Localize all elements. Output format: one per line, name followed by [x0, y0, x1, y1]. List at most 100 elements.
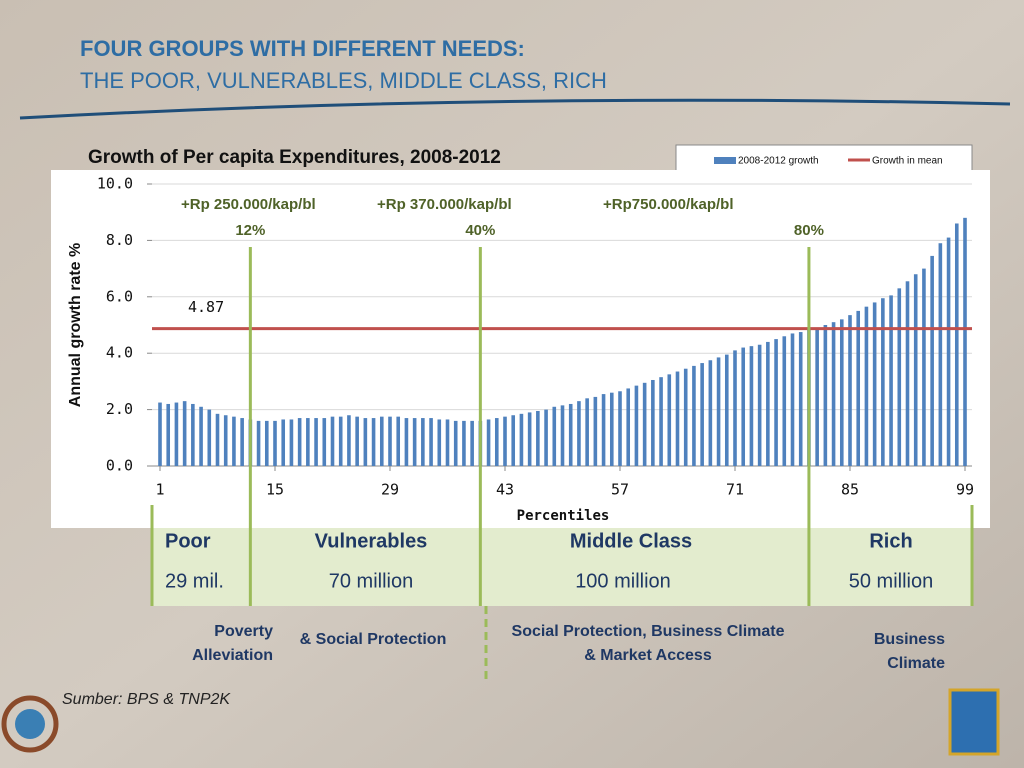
x-tick-label: 15 — [266, 481, 284, 499]
x-tick-label: 57 — [611, 481, 629, 499]
bar — [872, 302, 877, 466]
bar — [223, 415, 228, 466]
bar — [199, 406, 203, 466]
bar — [659, 377, 663, 466]
bar — [667, 374, 672, 466]
bar — [757, 344, 762, 466]
group-name: Middle Class — [570, 530, 692, 552]
bar — [741, 347, 746, 466]
bar — [511, 415, 516, 466]
bar — [388, 416, 392, 466]
bar — [831, 322, 836, 466]
bar — [486, 419, 491, 466]
bar — [881, 298, 885, 466]
bar — [379, 416, 384, 466]
bar — [856, 310, 861, 466]
bar — [396, 416, 401, 466]
bar — [519, 413, 524, 466]
bar — [724, 354, 729, 466]
bar — [922, 268, 926, 466]
x-tick-label: 99 — [956, 481, 974, 499]
bar — [790, 333, 795, 466]
slide-subtitle: THE POOR, VULNERABLES, MIDDLE CLASS, RIC… — [80, 68, 607, 93]
bar — [347, 415, 351, 466]
group-name: Rich — [869, 530, 912, 552]
bar — [634, 385, 639, 466]
bar — [774, 339, 778, 466]
bar — [322, 418, 327, 466]
bar — [938, 243, 943, 466]
bar — [946, 237, 951, 466]
bar — [782, 336, 787, 466]
bar — [404, 418, 409, 466]
marker-amount: +Rp 250.000/kap/bl — [181, 196, 316, 213]
bar — [453, 420, 458, 466]
policy-text: Alleviation — [192, 647, 273, 664]
legend-label: Growth in mean — [872, 156, 943, 167]
bar — [651, 379, 655, 466]
legend-label: 2008-2012 growth — [738, 156, 819, 167]
bar — [421, 418, 425, 466]
bar — [815, 327, 819, 466]
mean-label: 4.87 — [188, 298, 224, 316]
bar — [273, 420, 277, 466]
bar — [240, 418, 244, 466]
bar — [692, 365, 696, 466]
bar — [256, 420, 261, 466]
policy-text: Climate — [887, 655, 945, 672]
groups-band — [152, 528, 972, 606]
marker-percent: 80% — [794, 222, 824, 239]
bar — [963, 217, 967, 466]
bar — [626, 388, 631, 466]
bar — [889, 295, 893, 466]
bar — [462, 420, 466, 466]
bar — [954, 223, 959, 466]
bar — [232, 416, 236, 466]
bar — [412, 418, 417, 466]
bar — [536, 411, 540, 466]
bar — [798, 332, 803, 466]
policy-text: Business — [874, 631, 945, 648]
bar — [281, 419, 286, 466]
group-size: 100 million — [575, 570, 671, 592]
bar — [207, 409, 212, 466]
bar — [503, 416, 507, 466]
y-tick-label: 8.0 — [106, 231, 133, 249]
bar — [437, 419, 442, 466]
bar — [700, 363, 704, 466]
bar — [445, 419, 450, 466]
bar — [618, 391, 622, 466]
group-name: Vulnerables — [315, 530, 428, 552]
group-name: Poor — [165, 530, 211, 552]
bar — [577, 401, 581, 466]
y-axis-label: Annual growth rate % — [67, 243, 84, 407]
bar — [191, 403, 195, 466]
x-tick-label: 29 — [381, 481, 399, 499]
bar — [174, 402, 179, 466]
bar — [264, 420, 269, 466]
bar — [609, 392, 614, 466]
slide-title: FOUR GROUPS WITH DIFFERENT NEEDS: — [80, 36, 525, 61]
bar — [355, 416, 359, 466]
bar — [494, 418, 499, 466]
x-axis-label: Percentiles — [517, 508, 610, 524]
bar — [560, 405, 565, 466]
bar — [166, 403, 171, 466]
policy-text: & Market Access — [584, 647, 712, 664]
bar — [314, 418, 318, 466]
bar — [848, 315, 852, 466]
bar — [716, 357, 721, 466]
bar — [297, 418, 302, 466]
bar — [913, 274, 918, 466]
bar — [470, 420, 474, 466]
bar — [568, 403, 573, 466]
bar — [182, 401, 187, 466]
x-tick-label: 43 — [496, 481, 514, 499]
bar — [675, 371, 680, 466]
bar — [593, 396, 598, 466]
bar — [330, 416, 335, 466]
bar — [839, 319, 844, 466]
y-tick-label: 0.0 — [106, 457, 133, 475]
bar — [363, 418, 368, 466]
